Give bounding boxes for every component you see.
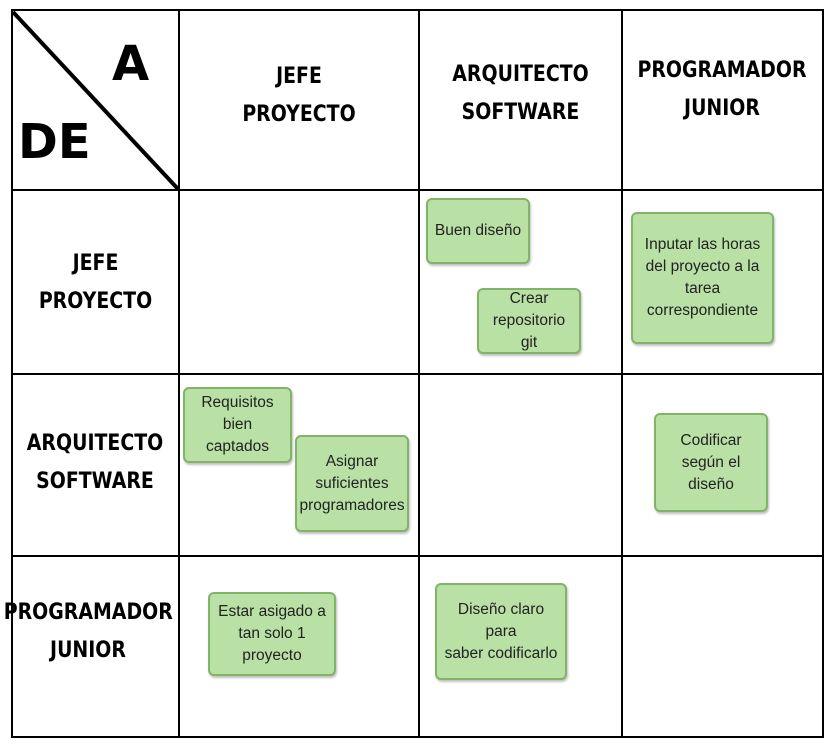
row-header-line: JUNIOR <box>50 638 126 663</box>
note-diseno-claro: Diseño claro para saber codificarlo <box>435 583 567 680</box>
column-header-line: JEFE <box>276 64 322 89</box>
grid-line <box>11 9 824 11</box>
row-header-arquitecto: ARQUITECTO SOFTWARE <box>12 425 179 501</box>
grid-line <box>11 373 824 375</box>
note-asignar-programadores: Asignar suficientes programadores <box>295 435 409 532</box>
grid-line <box>11 189 824 191</box>
grid-line <box>11 736 824 738</box>
row-header-line: PROYECTO <box>38 289 153 314</box>
row-header-jefe: JEFE PROYECTO <box>25 245 167 321</box>
column-header-jefe: JEFE PROYECTO <box>197 58 402 134</box>
note-codificar: Codificar según el diseño <box>654 413 768 512</box>
column-header-line: ARQUITECTO <box>452 62 589 87</box>
note-requisitos: Requisitos bien captados <box>183 387 292 463</box>
column-header-line: JUNIOR <box>684 96 760 121</box>
row-header-line: PROGRAMADOR <box>3 600 173 625</box>
grid-line <box>11 555 824 557</box>
row-header-line: ARQUITECTO <box>26 431 164 456</box>
corner-to-label: A <box>112 36 150 92</box>
note-buen-diseno: Buen diseño <box>426 198 530 264</box>
column-header-line: PROYECTO <box>242 102 356 127</box>
column-header-arquitecto: ARQUITECTO SOFTWARE <box>434 56 607 132</box>
note-crear-repositorio: Crear repositorio git <box>477 288 581 354</box>
column-header-line: PROGRAMADOR <box>637 58 807 83</box>
corner-from-label: DE <box>18 114 91 170</box>
column-header-programador: PROGRAMADOR JUNIOR <box>621 52 824 128</box>
row-header-line: SOFTWARE <box>36 469 154 494</box>
note-estar-asignado: Estar asigado a tan solo 1 proyecto <box>208 592 336 676</box>
row-header-line: JEFE <box>72 251 119 276</box>
note-inputar-horas: Inputar las horas del proyecto a la tare… <box>631 212 774 344</box>
row-header-programador: PROGRAMADOR JUNIOR <box>4 594 173 670</box>
column-header-line: SOFTWARE <box>461 100 580 125</box>
